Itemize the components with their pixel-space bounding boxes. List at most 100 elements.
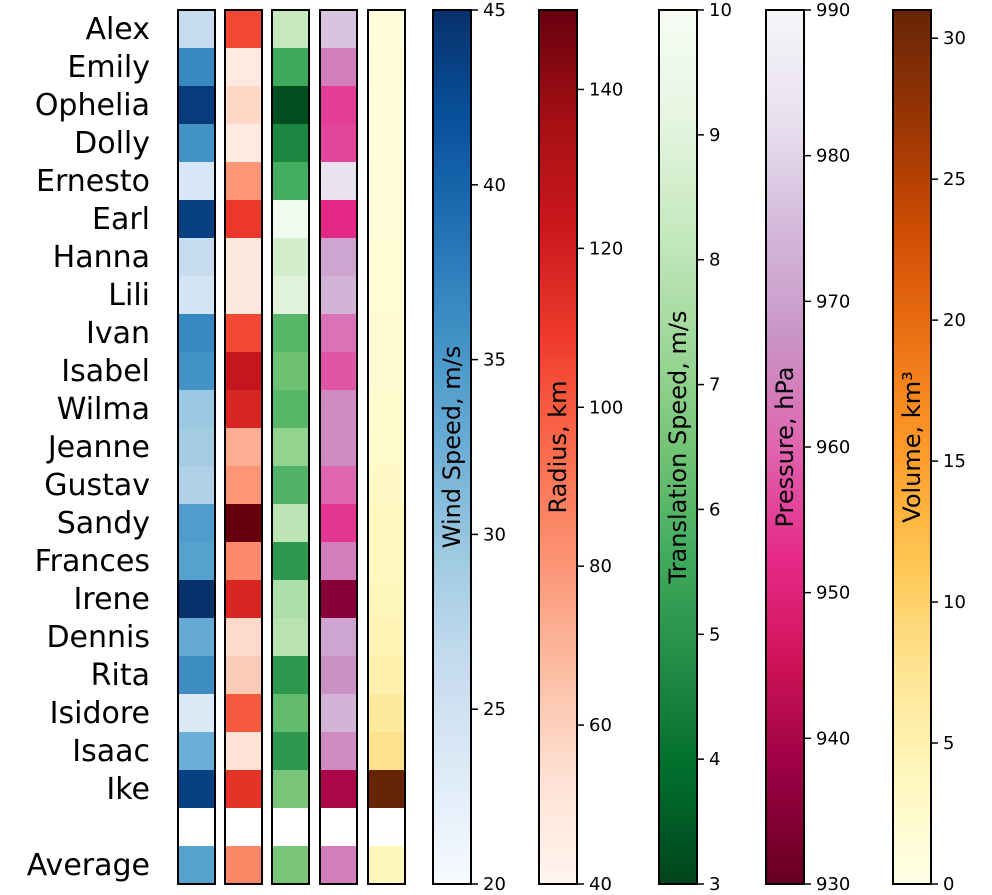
- cell-translation-dolly: [272, 124, 309, 163]
- colorbar-volume: 0 5 10 15 20 25 30 Volume, km³: [892, 9, 966, 895]
- cell-translation-dennis: [272, 618, 309, 657]
- cell-wind-ivan: [178, 314, 215, 353]
- row-label-emily: Emily: [67, 50, 150, 85]
- row-label-rita: Rita: [91, 658, 150, 693]
- colorbar-tick-label-radius: 100: [589, 397, 623, 418]
- cell-volume-lili: [368, 276, 405, 315]
- colorbar-tick-label-radius: 60: [589, 715, 612, 736]
- colorbar-tick-label-pressure: 930: [816, 874, 850, 895]
- colorbar-tick-label-pressure: 970: [816, 291, 850, 312]
- colorbar-tick-label-translation: 10: [709, 0, 732, 21]
- row-label-jeanne: Jeanne: [46, 430, 150, 465]
- row-label-dennis: Dennis: [46, 620, 150, 655]
- row-label-earl: Earl: [92, 202, 150, 237]
- cell-volume-jeanne: [368, 428, 405, 467]
- row-label-isabel: Isabel: [61, 354, 150, 389]
- cell-translation-irene: [272, 580, 309, 619]
- cell-volume-blank: [368, 808, 405, 847]
- cell-pressure-emily: [320, 48, 357, 87]
- row-label-dolly: Dolly: [74, 126, 150, 161]
- colorbar-tick-label-wind: 25: [483, 699, 506, 720]
- colorbar-gradient-volume: [892, 9, 932, 885]
- heatmap-column-frame: [319, 9, 358, 885]
- row-label-isaac: Isaac: [72, 734, 150, 769]
- cell-radius-earl: [225, 200, 262, 239]
- cell-volume-isaac: [368, 732, 405, 771]
- cell-volume-frances: [368, 542, 405, 581]
- cell-wind-sandy: [178, 504, 215, 543]
- cell-volume-gustav: [368, 466, 405, 505]
- heatmap-column-pressure: [319, 9, 358, 885]
- cell-volume-average: [368, 846, 405, 885]
- heatmap-column-translation: [271, 9, 310, 885]
- cell-pressure-ivan: [320, 314, 357, 353]
- cell-wind-isidore: [178, 694, 215, 733]
- colorbar-tick-label-volume: 20: [943, 310, 966, 331]
- colorbar-tick-label-translation: 4: [709, 749, 720, 770]
- colorbar-tick-label-pressure: 950: [816, 583, 850, 604]
- cell-pressure-dolly: [320, 124, 357, 163]
- cell-wind-isabel: [178, 352, 215, 391]
- cell-translation-frances: [272, 542, 309, 581]
- colorbar-tick-label-pressure: 990: [816, 0, 850, 21]
- cell-translation-ernesto: [272, 162, 309, 201]
- colorbar-tick-label-wind: 30: [483, 524, 506, 545]
- row-label-ophelia: Ophelia: [35, 88, 150, 123]
- cell-wind-earl: [178, 200, 215, 239]
- cell-translation-jeanne: [272, 428, 309, 467]
- cell-wind-hanna: [178, 238, 215, 277]
- cell-translation-wilma: [272, 390, 309, 429]
- colorbar-tick-label-translation: 8: [709, 250, 720, 271]
- colorbar-tick-label-radius: 140: [589, 79, 623, 100]
- cell-wind-gustav: [178, 466, 215, 505]
- cell-wind-frances: [178, 542, 215, 581]
- row-label-isidore: Isidore: [50, 696, 150, 731]
- cell-radius-hanna: [225, 238, 262, 277]
- cell-wind-dennis: [178, 618, 215, 657]
- cell-volume-dolly: [368, 124, 405, 163]
- cell-pressure-rita: [320, 656, 357, 695]
- cell-translation-average: [272, 846, 309, 885]
- colorbar-tick-label-wind: 45: [483, 0, 506, 21]
- colorbar-tick-label-volume: 30: [943, 28, 966, 49]
- colorbar-tick-label-pressure: 980: [816, 146, 850, 167]
- heatmap-column-volume: [367, 9, 406, 885]
- colorbar-translation: 3 4 5 6 7 8 9 10 Translation Speed, m/s: [658, 0, 732, 895]
- colorbar-tick-label-translation: 3: [709, 874, 720, 895]
- cell-translation-ivan: [272, 314, 309, 353]
- colorbar-label-radius: Radius, km: [544, 380, 572, 513]
- row-label-lili: Lili: [108, 278, 150, 313]
- cell-volume-wilma: [368, 390, 405, 429]
- heatmap-column-frame: [177, 9, 216, 885]
- cell-pressure-isaac: [320, 732, 357, 771]
- cell-wind-average: [178, 846, 215, 885]
- cell-translation-earl: [272, 200, 309, 239]
- cell-volume-isabel: [368, 352, 405, 391]
- cell-translation-ike: [272, 770, 309, 809]
- cell-volume-ivan: [368, 314, 405, 353]
- cell-translation-gustav: [272, 466, 309, 505]
- row-label-average: Average: [27, 848, 150, 883]
- cell-pressure-alex: [320, 10, 357, 49]
- row-label-alex: Alex: [85, 12, 150, 47]
- cell-wind-alex: [178, 10, 215, 49]
- cell-translation-alex: [272, 10, 309, 49]
- cell-wind-wilma: [178, 390, 215, 429]
- colorbar-tick-label-volume: 10: [943, 592, 966, 613]
- cell-radius-ike: [225, 770, 262, 809]
- cell-wind-blank: [178, 808, 215, 847]
- colorbar-gradient-wind: [432, 9, 472, 885]
- cell-radius-sandy: [225, 504, 262, 543]
- cell-radius-isidore: [225, 694, 262, 733]
- cell-pressure-irene: [320, 580, 357, 619]
- colorbar-tick-label-pressure: 960: [816, 437, 850, 458]
- colorbar-tick-label-wind: 20: [483, 874, 506, 895]
- colorbar-label-pressure: Pressure, hPa: [771, 366, 799, 527]
- cell-volume-ike: [368, 770, 405, 809]
- row-label-frances: Frances: [35, 544, 150, 579]
- colorbar-tick-label-radius: 120: [589, 238, 623, 259]
- row-label-irene: Irene: [74, 582, 150, 617]
- row-label-ivan: Ivan: [86, 316, 150, 351]
- cell-pressure-sandy: [320, 504, 357, 543]
